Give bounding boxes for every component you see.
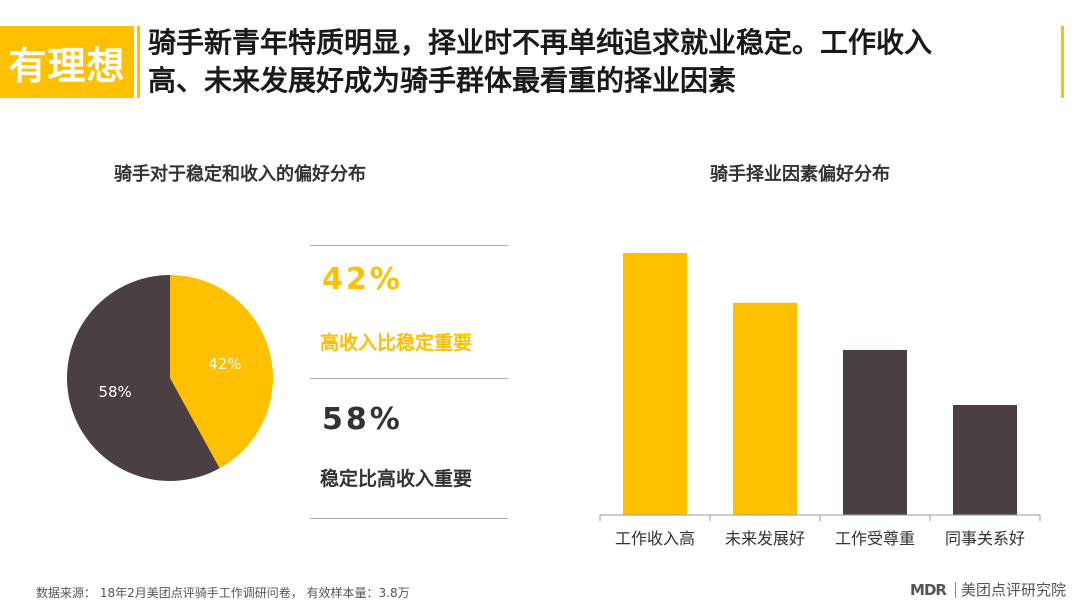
brand-name: 美团点评研究院 [960, 581, 1066, 599]
bar-category-label-2: 未来发展好 [725, 529, 805, 548]
legend-a-percent: 42% [322, 262, 403, 297]
bar-3 [843, 349, 907, 515]
bar-category-label-1: 工作收入高 [615, 529, 695, 548]
bar-category-label-3: 工作受尊重 [835, 529, 915, 548]
legend-divider-bottom [310, 518, 508, 519]
pie-chart: 42% 58% [67, 275, 274, 481]
right-accent-bar [1061, 26, 1064, 98]
brand-mark: MDR [910, 580, 947, 599]
bar-category-label-4: 同事关系好 [945, 529, 1025, 548]
page-title: 骑手新青年特质明显，择业时不再单纯追求就业稳定。工作收入 高、未来发展好成为骑手… [148, 24, 1048, 100]
pie-slice-label-2: 58% [98, 383, 131, 401]
section-tag: 有理想 [0, 26, 134, 98]
legend-divider-middle [310, 378, 508, 379]
pie-slice-1 [170, 275, 274, 469]
bar-chart: 工作收入高 未来发展好 工作受尊重 同事关系好 [599, 253, 1041, 548]
brand-separator [954, 581, 956, 598]
bar-2 [733, 302, 797, 515]
page-title-line-1: 骑手新青年特质明显，择业时不再单纯追求就业稳定。工作收入 [148, 26, 933, 59]
pie-slice-2 [67, 275, 220, 481]
data-source-note: 数据来源： 18年2月美团点评骑手工作调研问卷， 有效样本量：3.8万 [36, 586, 410, 600]
bar-4 [953, 404, 1017, 515]
legend-b-label: 稳定比高收入重要 [320, 468, 473, 490]
bar-1 [623, 253, 687, 515]
title-accent-bar [137, 26, 140, 98]
brand-logo: MDR 美团点评研究院 [910, 579, 1066, 600]
bar-chart-title: 骑手择业因素偏好分布 [710, 164, 890, 185]
legend-a-label: 高收入比稳定重要 [320, 332, 473, 354]
pie-chart-title: 骑手对于稳定和收入的偏好分布 [114, 164, 366, 185]
pie-slice-label-1: 42% [208, 355, 241, 373]
legend-b-percent: 58% [322, 402, 403, 437]
page-title-line-2: 高、未来发展好成为骑手群体最看重的择业因素 [148, 64, 737, 97]
legend-divider-top [310, 245, 508, 246]
